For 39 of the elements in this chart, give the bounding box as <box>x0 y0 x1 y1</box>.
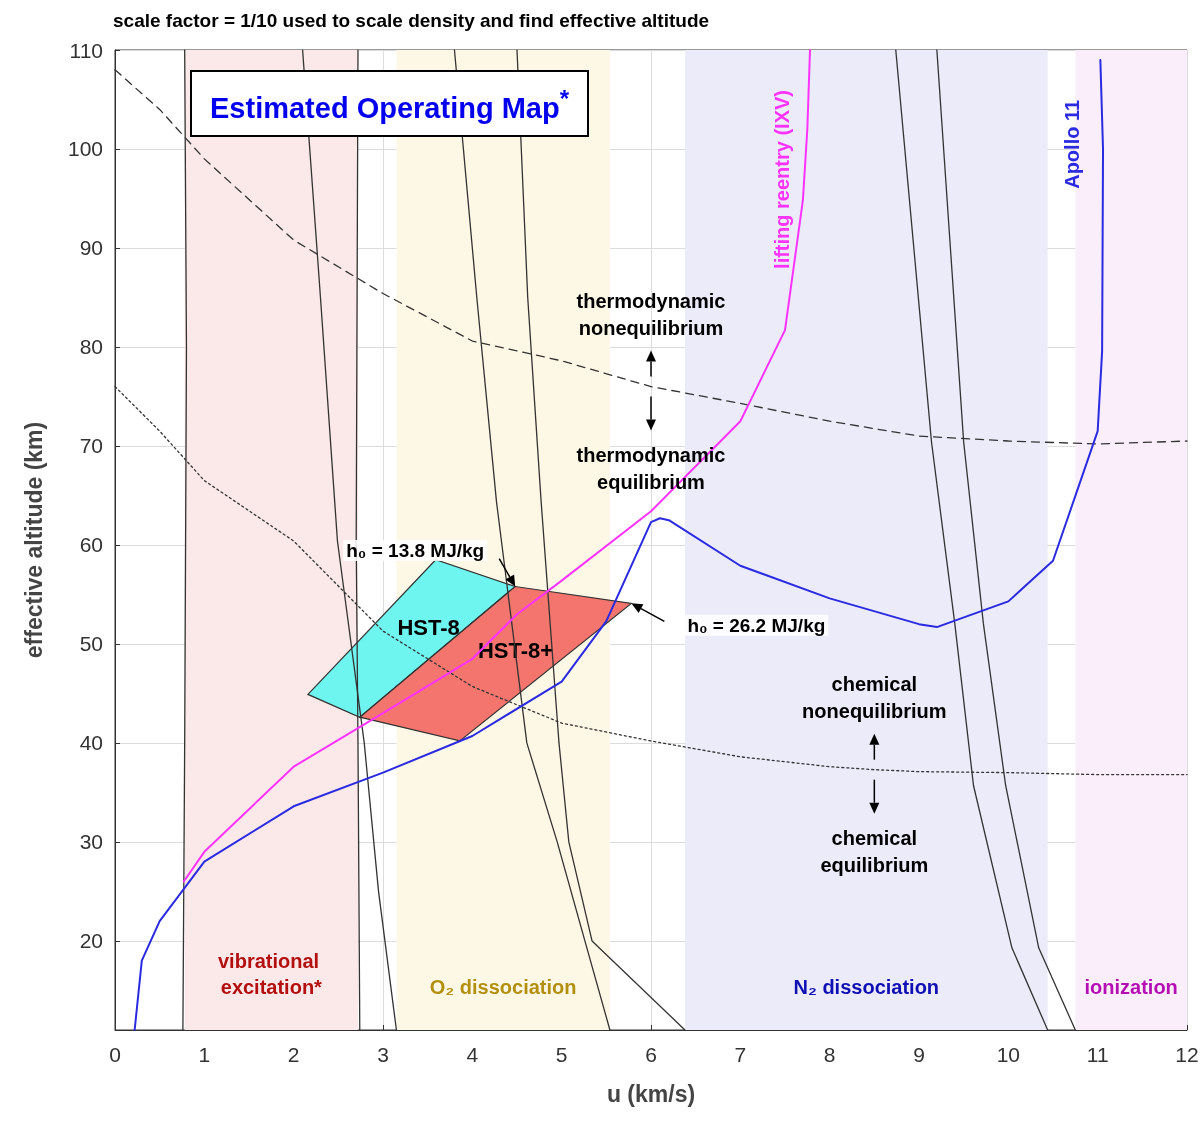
band-label: O₂ dissociation <box>429 976 577 998</box>
band-label: ionization <box>1084 976 1178 998</box>
band-label: N₂ dissociation <box>793 976 940 998</box>
annotation: h₀ = 26.2 MJ/kg <box>687 614 826 636</box>
y-tick-label: 60 <box>79 533 103 557</box>
x-tick-label: 4 <box>466 1043 479 1066</box>
y-tick-label: 100 <box>67 137 103 161</box>
x-tick-label: 2 <box>287 1043 300 1066</box>
annotation: h₀ = 13.8 MJ/kg <box>346 540 485 562</box>
chart-title: scale factor = 1/10 used to scale density and find effective altitude <box>113 10 710 31</box>
y-tick-label: 90 <box>79 236 103 260</box>
x-tick-label: 7 <box>734 1043 747 1066</box>
x-tick-label: 1 <box>198 1043 211 1066</box>
y-tick-label: 50 <box>79 632 103 656</box>
x-tick-label: 8 <box>823 1043 836 1066</box>
series-label: HST-8 <box>397 614 460 640</box>
text: Apollo 11 <box>1061 99 1084 189</box>
text: lifting reentry (IXV) <box>771 90 794 269</box>
y-tick-label: 20 <box>79 929 103 953</box>
annotation: chemical nonequilibrium <box>802 673 947 723</box>
y-axis-title: effective altitude (km) <box>20 421 47 659</box>
annotation: Estimated Operating Map$^{*}$ <box>190 70 590 137</box>
y-tick-label: 40 <box>79 731 103 755</box>
x-tick-label: 10 <box>996 1043 1021 1066</box>
x-tick-label: 12 <box>1175 1043 1199 1066</box>
x-tick-label: 3 <box>377 1043 389 1066</box>
x-tick-label: 5 <box>555 1043 568 1066</box>
y-tick-label: 70 <box>79 434 103 458</box>
annotation: chemical equilibrium <box>820 827 929 877</box>
x-tick-label: 6 <box>645 1043 657 1066</box>
x-tick-label: 9 <box>913 1043 925 1066</box>
y-tick-label: 80 <box>79 335 103 359</box>
y-tick-label: 30 <box>79 830 103 854</box>
x-tick-label: 11 <box>1086 1043 1109 1066</box>
annotation: thermodynamic nonequilibrium <box>576 290 726 340</box>
band-label: vibrational excitation* <box>217 950 325 998</box>
x-axis-title: u (km/s) <box>606 1080 696 1107</box>
x-tick-label: 0 <box>109 1043 121 1066</box>
y-tick-label: 110 <box>69 38 103 62</box>
